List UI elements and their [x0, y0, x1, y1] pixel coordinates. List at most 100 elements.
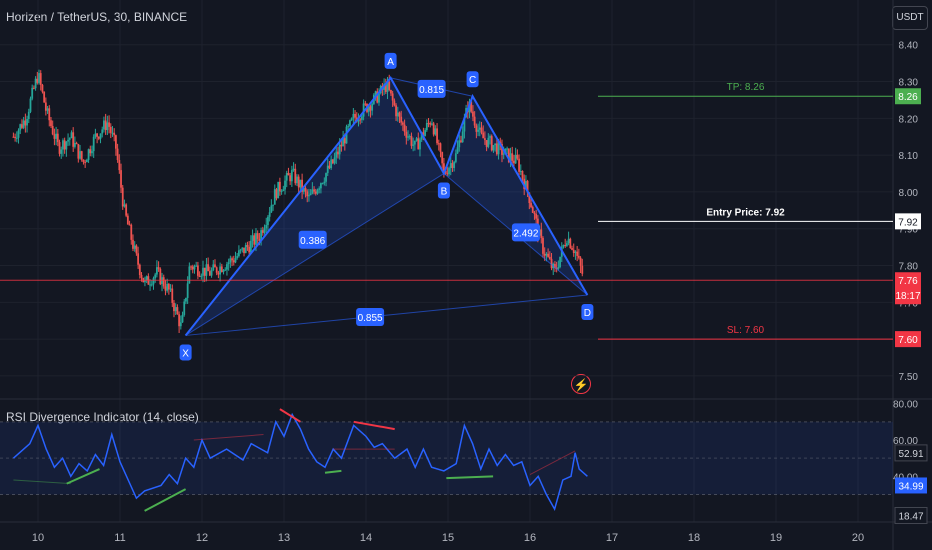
- candle-body: [179, 322, 182, 327]
- candle-body: [502, 153, 505, 155]
- candle-body: [214, 264, 216, 268]
- price-tick-label: 8.40: [899, 41, 919, 52]
- xab-triangle-fill: [185, 77, 444, 336]
- candle-body: [154, 274, 157, 279]
- candle-body: [417, 138, 420, 150]
- time-tick-label: 11: [114, 532, 125, 544]
- candle-body: [91, 151, 93, 154]
- rsi-hidden-divergence-line: [529, 450, 576, 475]
- rsi-hidden-divergence-line: [193, 434, 264, 441]
- candle-body: [190, 266, 192, 268]
- candle-body: [507, 148, 510, 162]
- candle-body: [106, 122, 109, 131]
- candle-body: [495, 143, 498, 155]
- price-tick-label: 7.80: [899, 262, 919, 273]
- candle-body: [65, 141, 68, 150]
- candle-body: [244, 245, 247, 254]
- candle-body: [316, 189, 319, 194]
- candle-body: [138, 264, 141, 276]
- candle-body: [208, 271, 211, 276]
- candle-body: [420, 132, 423, 140]
- candle-body: [251, 235, 254, 241]
- rsi-tick-label: 80.00: [893, 400, 918, 411]
- candle-body: [572, 249, 575, 253]
- candle-body: [149, 284, 151, 286]
- candle-body: [224, 269, 227, 271]
- candle-body: [443, 163, 445, 171]
- candle-body: [403, 124, 406, 132]
- pattern-ratio-label-bg: [356, 308, 385, 327]
- candle-body: [390, 89, 392, 94]
- candle-body: [318, 188, 321, 190]
- candle-body: [150, 284, 153, 286]
- candle-body: [391, 93, 394, 101]
- candle-body: [487, 137, 490, 147]
- candle-body: [51, 125, 54, 135]
- candle-body: [545, 253, 548, 256]
- candle-body: [63, 140, 66, 150]
- rsi-current-badge: [894, 444, 928, 462]
- candle-body: [424, 130, 427, 137]
- candle-body: [490, 136, 493, 151]
- candle-body: [554, 264, 556, 268]
- candle-body: [547, 253, 550, 257]
- candle-body: [506, 148, 509, 150]
- entry-level-label: Entry Price: 7.92: [706, 207, 785, 218]
- candle-body: [246, 245, 249, 247]
- candle-body: [340, 144, 343, 147]
- time-tick-label: 12: [196, 532, 208, 544]
- candle-body: [68, 138, 71, 140]
- candle-body: [273, 189, 276, 205]
- candle-body: [128, 224, 131, 226]
- candle-body: [82, 159, 85, 162]
- pattern-point-label-bg: [179, 344, 192, 361]
- lightning-alert-icon[interactable]: ⚡: [571, 374, 591, 394]
- candle-body: [115, 135, 117, 149]
- candle-body: [152, 278, 155, 285]
- candle-body: [337, 151, 339, 155]
- pattern-ratio-label-bg: [511, 223, 540, 242]
- candle-body: [314, 191, 317, 194]
- candle-body: [205, 264, 208, 276]
- pattern-ratio-label: 2.492: [513, 228, 538, 239]
- pattern-ratio-label: 0.815: [419, 85, 444, 96]
- candle-body: [67, 139, 69, 142]
- candle-body: [364, 103, 367, 105]
- candle-body: [581, 265, 584, 274]
- candle-body: [477, 129, 479, 132]
- candle-body: [121, 187, 124, 207]
- pattern-point-label: D: [584, 308, 591, 319]
- candle-body: [323, 181, 326, 184]
- rsi-bullish-divergence-line: [324, 469, 342, 474]
- candle-body: [393, 100, 396, 106]
- candle-body: [210, 270, 213, 276]
- candle-body: [542, 237, 544, 254]
- symbol-title: Horizen / TetherUS, 30, BINANCE: [6, 10, 188, 24]
- pattern-point-label-bg: [384, 52, 397, 69]
- candle-body: [15, 137, 18, 139]
- candle-body: [94, 133, 97, 137]
- rsi-indicator-title[interactable]: RSI Divergence Indicator (14, close): [6, 410, 199, 424]
- candle-body: [145, 276, 148, 281]
- bcd-triangle-fill: [443, 96, 588, 295]
- candle-body: [241, 247, 244, 250]
- candle-body: [484, 138, 486, 141]
- candle-body: [436, 128, 438, 144]
- candle-body: [33, 87, 35, 89]
- rsi-bullish-divergence-line: [446, 475, 494, 480]
- candle-body: [34, 78, 37, 89]
- candle-body: [485, 140, 488, 147]
- candle-body: [236, 256, 239, 259]
- candle-body: [378, 93, 380, 103]
- candle-body: [14, 136, 17, 138]
- candle-body: [243, 247, 245, 254]
- candle-body: [354, 113, 356, 118]
- candle-body: [302, 187, 305, 192]
- candle-body: [26, 118, 28, 126]
- rsi-hidden-divergence-line: [13, 479, 71, 485]
- candle-body: [429, 123, 432, 125]
- candle-body: [72, 132, 75, 147]
- candle-body: [408, 136, 411, 138]
- candle-body: [159, 268, 162, 285]
